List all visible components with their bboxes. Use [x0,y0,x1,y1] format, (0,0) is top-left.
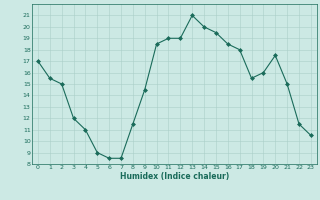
X-axis label: Humidex (Indice chaleur): Humidex (Indice chaleur) [120,172,229,181]
